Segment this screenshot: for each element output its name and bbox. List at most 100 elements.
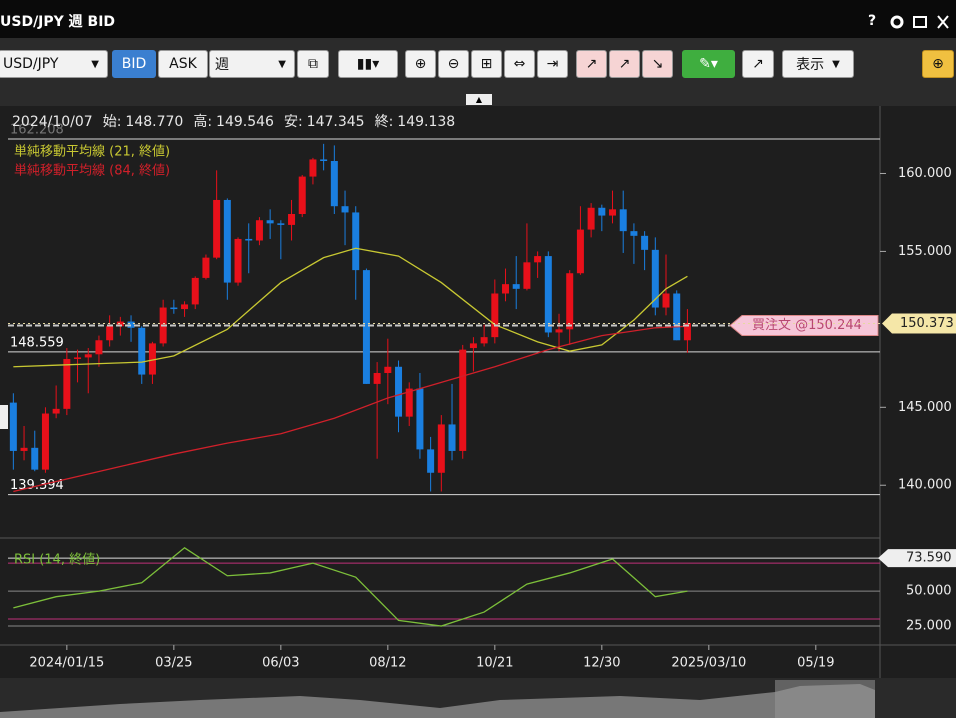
y-tick-label: 145.000 xyxy=(898,400,952,415)
zoom-out-button[interactable]: ⊖ xyxy=(438,50,469,78)
candle-body xyxy=(9,402,17,451)
order-label: 買注文 @150.244 xyxy=(752,318,862,333)
candle-body xyxy=(213,199,221,258)
candle-body xyxy=(277,223,285,225)
info-label: 終: xyxy=(374,114,394,130)
candle-body xyxy=(148,343,156,375)
x-tick-label: 12/30 xyxy=(583,656,620,671)
candle-body xyxy=(245,238,253,241)
rsi-legend: RSI (14, 終値) xyxy=(14,552,100,568)
zoom-in-button[interactable]: ⊕ xyxy=(405,50,436,78)
window-title: USD/JPY 週 BID xyxy=(0,14,116,30)
candle-body xyxy=(320,159,328,161)
candle-body xyxy=(170,307,178,310)
candle-body xyxy=(127,321,135,328)
moving-average-line xyxy=(13,247,688,368)
chart-type-button[interactable]: ▮▮▾ xyxy=(338,50,398,78)
title-bar: USD/JPY 週 BID ? xyxy=(0,0,956,38)
settings-icon[interactable] xyxy=(890,15,904,29)
candle-body xyxy=(512,284,520,289)
info-value: 148.770 xyxy=(125,114,184,130)
moving-average-line xyxy=(13,325,688,493)
x-tick-label: 2024/01/15 xyxy=(29,656,104,671)
candle-body xyxy=(459,349,467,451)
order-tag xyxy=(729,315,879,337)
candle-body xyxy=(95,340,103,355)
scroll-handle[interactable] xyxy=(0,405,8,429)
candle-body xyxy=(491,293,499,338)
info-value: 149.546 xyxy=(216,114,274,130)
order-button[interactable]: ↘ xyxy=(642,50,673,78)
candle-body xyxy=(448,424,456,451)
y-tick-label: 140.000 xyxy=(898,478,952,493)
candle-body xyxy=(202,257,210,278)
dropdown-arrow: ▼ xyxy=(91,58,99,70)
latest-button[interactable]: ⇥ xyxy=(537,50,568,78)
display-button[interactable]: 表示 ▼ xyxy=(782,50,854,78)
level-label: 162.208 xyxy=(10,123,64,138)
navigator-window[interactable] xyxy=(775,680,875,718)
candle-body xyxy=(683,323,691,341)
order-button[interactable]: ↗ xyxy=(609,50,640,78)
fit-button[interactable]: ⊞ xyxy=(471,50,502,78)
candle-body xyxy=(84,354,92,358)
candle-body xyxy=(641,235,649,250)
candle-body xyxy=(362,270,370,384)
rsi-tick-label: 25.000 xyxy=(906,619,952,634)
last-price-label: 150.373 xyxy=(900,316,954,331)
y-tick-label: 155.000 xyxy=(898,244,952,259)
help-button[interactable]: ? xyxy=(868,13,877,29)
candle-body xyxy=(31,447,39,470)
candle-body xyxy=(544,256,552,333)
info-label: 高: xyxy=(193,114,213,130)
draw-button[interactable]: ✎▾ xyxy=(682,50,735,78)
collapse-button[interactable]: ▲ xyxy=(466,94,492,105)
rsi-level-tag xyxy=(878,549,956,568)
indicator-button[interactable]: ↗ xyxy=(742,50,774,78)
last-price-tag xyxy=(882,313,956,334)
bid-button[interactable]: BID xyxy=(112,50,156,78)
crosshair-button[interactable]: ⊕ xyxy=(922,50,954,78)
x-tick-label: 05/19 xyxy=(797,656,834,671)
info-value: 149.138 xyxy=(397,114,456,130)
dropdown-arrow: ▼ xyxy=(278,58,286,70)
indicator-legend: 単純移動平均線 (21, 終値) xyxy=(14,144,170,160)
x-tick-label: 06/03 xyxy=(262,656,299,671)
candle-body xyxy=(416,388,424,450)
candle-body xyxy=(427,449,435,473)
width-button[interactable]: ⇔ xyxy=(504,50,535,78)
x-tick-label: 2025/03/10 xyxy=(671,656,746,671)
navigator-overview xyxy=(0,684,875,718)
dropdown-arrow: ▼ xyxy=(832,58,840,70)
candle-body xyxy=(138,327,146,375)
symbol-select[interactable]: USD/JPY ▼ xyxy=(0,50,108,78)
candle-body xyxy=(52,408,60,414)
candle-body xyxy=(63,358,71,409)
candle-body xyxy=(502,284,510,294)
candle-body xyxy=(298,176,306,214)
order-button[interactable]: ↗ xyxy=(576,50,607,78)
info-label: 安: xyxy=(283,114,303,130)
period: 週 xyxy=(215,57,229,73)
symbol: USD/JPY xyxy=(3,56,59,72)
period-select[interactable]: 週 ▼ xyxy=(209,50,295,78)
candle-body xyxy=(534,256,542,263)
candle-body xyxy=(309,159,317,177)
candle-body xyxy=(662,293,670,308)
restore-icon[interactable] xyxy=(913,16,927,28)
candle-body xyxy=(576,229,584,274)
candle-body xyxy=(373,373,381,384)
close-icon[interactable] xyxy=(937,15,949,29)
x-tick-label: 10/21 xyxy=(476,656,513,671)
candle-body xyxy=(352,212,360,271)
candle-body xyxy=(555,329,563,333)
x-tick-label: 08/12 xyxy=(369,656,406,671)
ask-button[interactable]: ASK xyxy=(158,50,208,78)
candle-body xyxy=(598,207,606,216)
link-button[interactable]: ⧉ xyxy=(297,50,329,78)
info-value: 147.345 xyxy=(306,114,365,130)
candle-body xyxy=(41,413,49,470)
info-bar: 2024/10/07 始: 148.770 高: 149.546 安: 147.345 終: 1… xyxy=(12,111,465,131)
